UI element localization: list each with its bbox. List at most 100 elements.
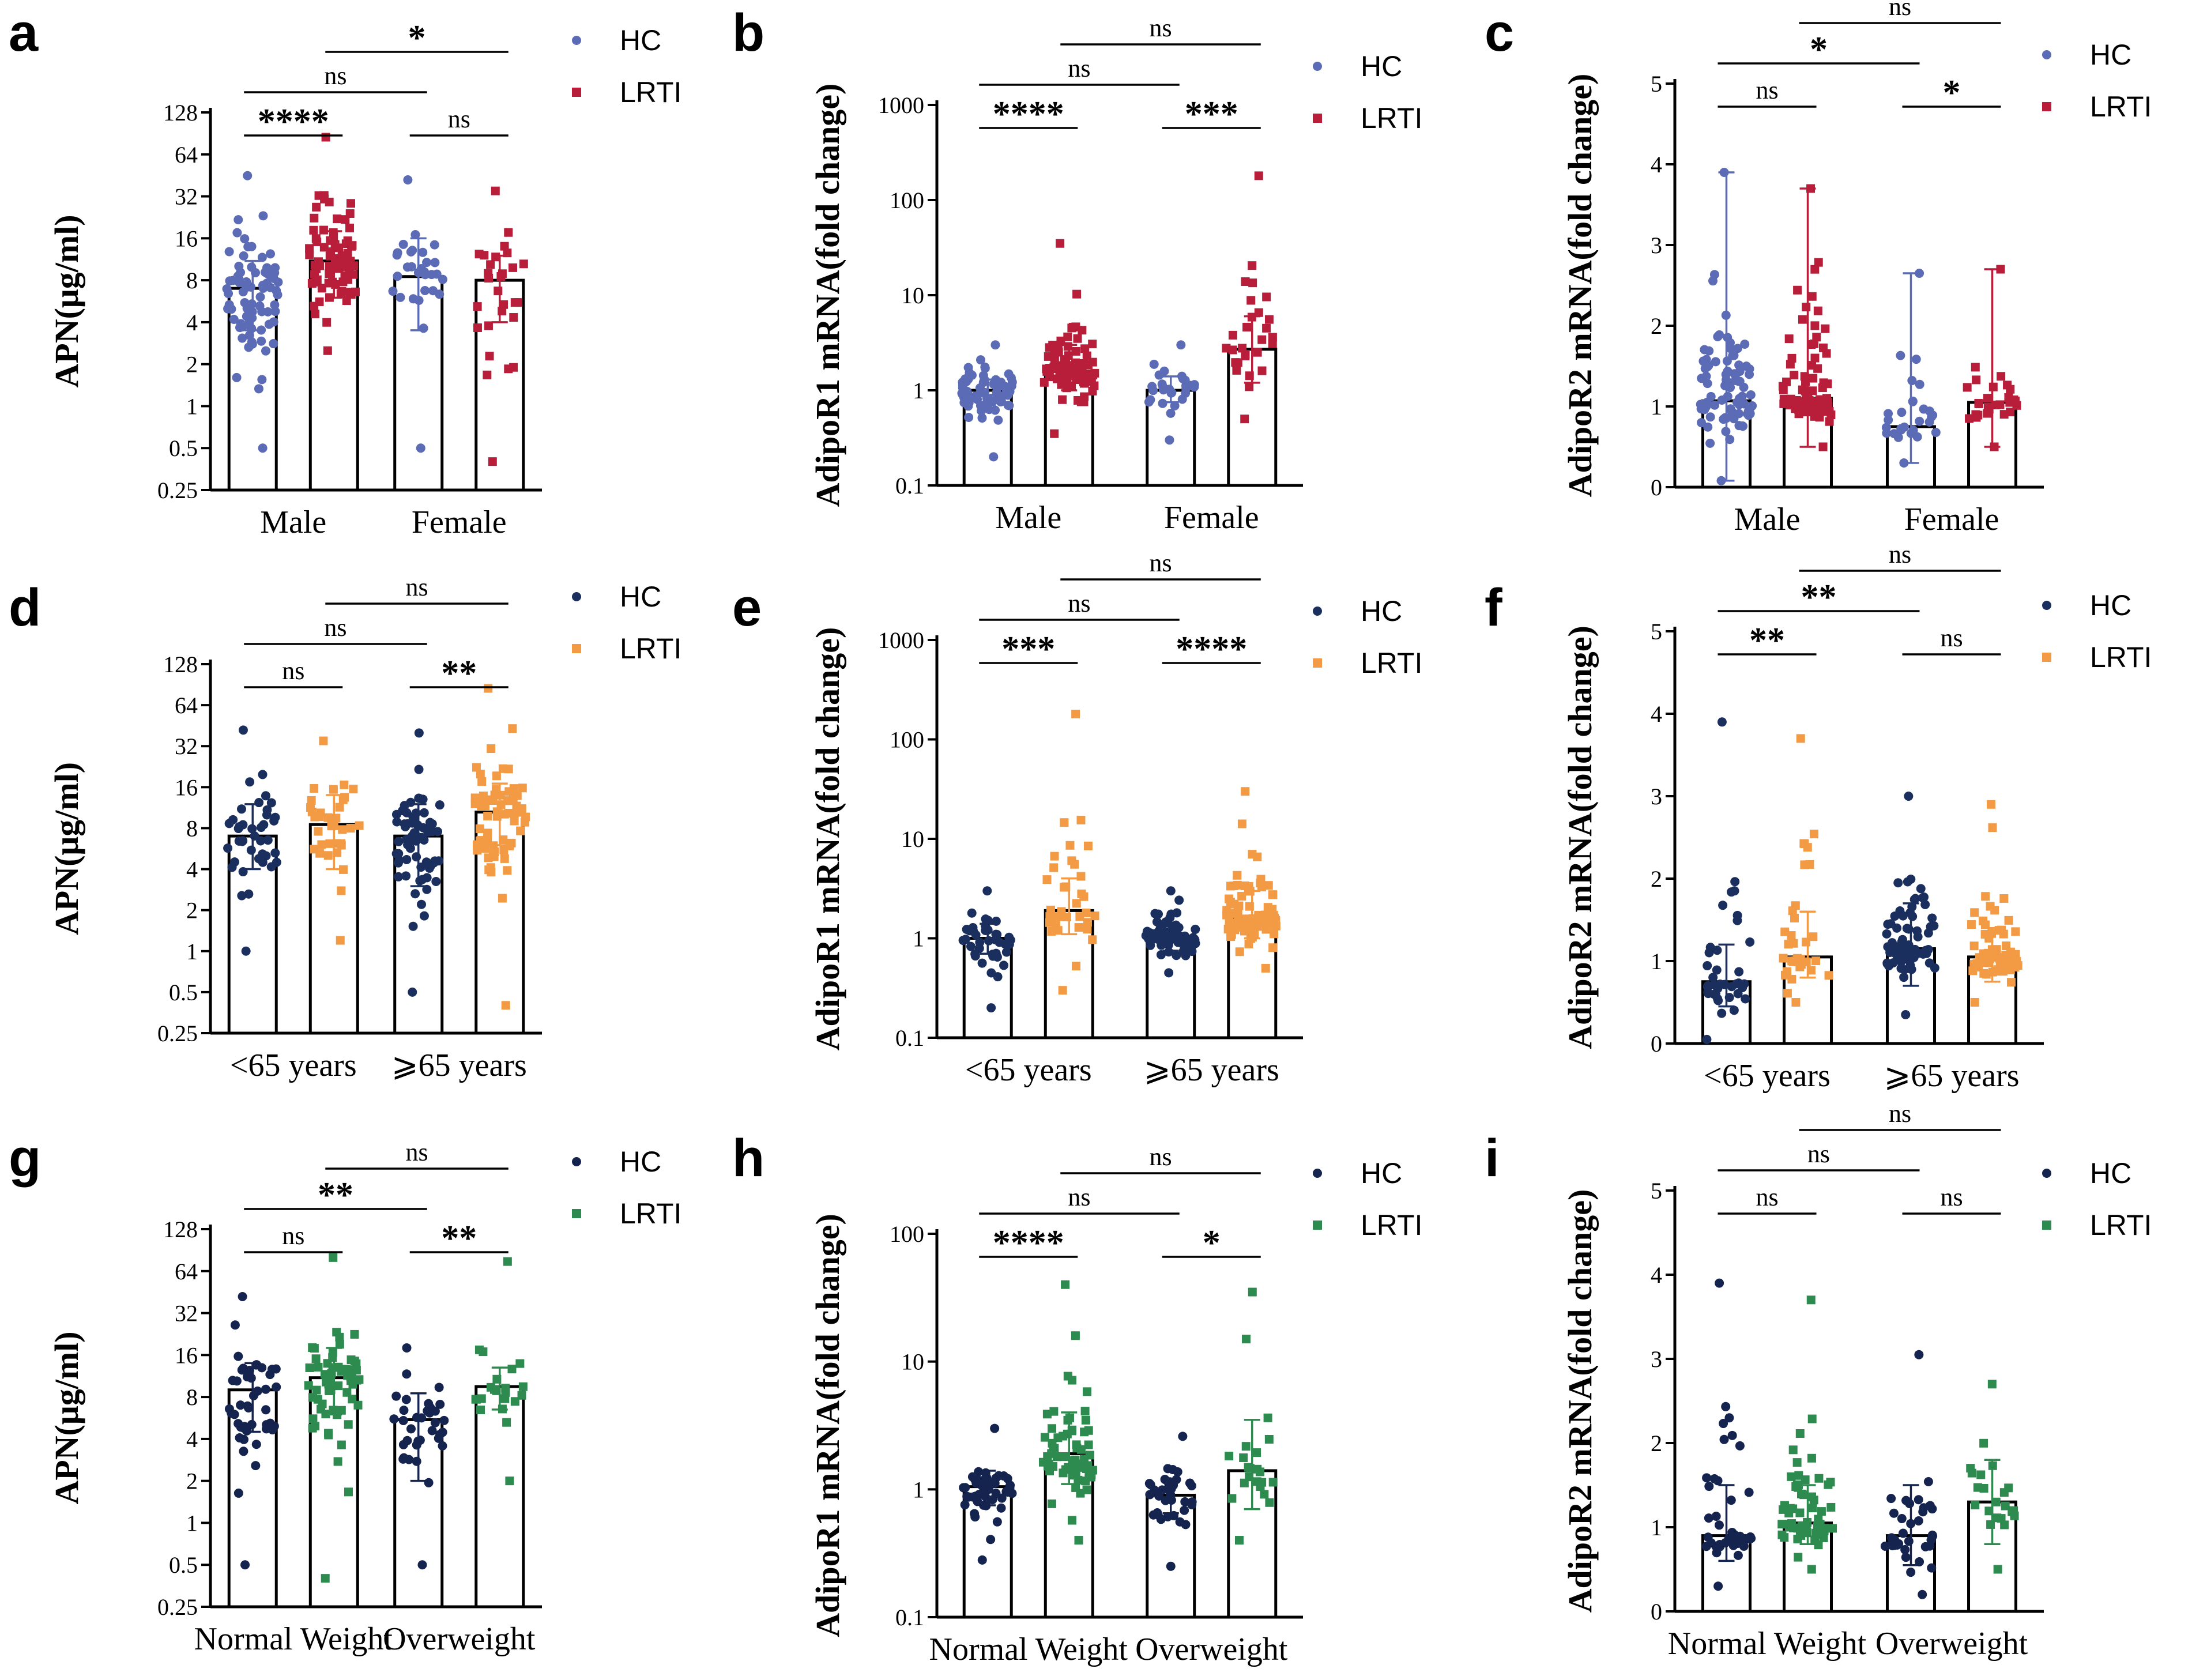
data-point-hc [240, 297, 250, 307]
data-point-lrti [345, 209, 355, 218]
y-tick-label: 32 [175, 733, 198, 759]
data-point-hc [1703, 361, 1712, 371]
data-point-hc [257, 325, 266, 335]
data-point-lrti [1087, 371, 1096, 380]
significance-label: ns [324, 613, 346, 642]
significance-label: ns [1889, 0, 1911, 21]
data-point-lrti [491, 253, 500, 262]
data-point-lrti [1783, 989, 1792, 998]
legend-label-lrti: LRTI [1361, 1209, 1422, 1241]
data-point-hc [1178, 1432, 1188, 1441]
y-tick-label: 8 [186, 1384, 198, 1410]
y-tick-label: 0.5 [169, 435, 198, 461]
data-point-lrti [1801, 1475, 1810, 1485]
significance-label: * [408, 18, 426, 58]
data-point-hc [1929, 921, 1939, 931]
data-point-hc [977, 413, 987, 423]
data-point-lrti [308, 1423, 317, 1433]
y-tick-label: 10 [901, 1349, 924, 1375]
data-point-lrti [1264, 881, 1273, 890]
y-tick-label: 64 [175, 1259, 198, 1285]
data-point-lrti [1083, 360, 1093, 369]
data-point-hc [1727, 1527, 1737, 1537]
data-point-hc [230, 857, 240, 867]
y-tick-label: 1 [186, 939, 198, 965]
data-point-lrti [501, 1384, 510, 1393]
data-point-lrti [1807, 1492, 1816, 1501]
data-point-hc [988, 1495, 997, 1505]
data-point-hc [1900, 1545, 1910, 1554]
data-point-lrti [1813, 364, 1822, 373]
data-point-lrti [1792, 1481, 1802, 1490]
data-point-lrti [1810, 1535, 1820, 1545]
data-point-lrti [1080, 1407, 1090, 1416]
data-point-lrti [1244, 939, 1253, 948]
data-point-hc [1706, 391, 1716, 401]
data-point-hc [1897, 408, 1907, 417]
data-point-hc [428, 286, 438, 296]
data-point-lrti [2004, 916, 2013, 925]
data-point-hc [1173, 1467, 1182, 1476]
y-tick-label: 4 [1651, 701, 1662, 727]
data-point-lrti [307, 796, 316, 805]
legend-label-hc: HC [1361, 595, 1402, 627]
data-point-hc [978, 371, 988, 381]
data-point-hc [1726, 1496, 1736, 1505]
legend-label-lrti: LRTI [620, 76, 681, 108]
data-point-lrti [1791, 956, 1801, 965]
data-point-hc [1915, 269, 1924, 278]
y-tick-label: 128 [163, 1216, 198, 1242]
data-point-hc [261, 1384, 270, 1394]
data-point-hc [1161, 1496, 1170, 1505]
data-point-lrti [1080, 1454, 1089, 1463]
data-point-lrti [507, 1365, 517, 1374]
data-point-lrti [333, 1457, 342, 1466]
data-point-lrti [1045, 1466, 1054, 1475]
data-point-hc [1701, 1542, 1711, 1551]
data-point-lrti [1975, 953, 1984, 962]
data-point-hc [971, 930, 981, 940]
legend-label-hc: HC [2090, 39, 2131, 71]
data-point-hc [1170, 401, 1180, 410]
legend-marker-lrti [2042, 102, 2051, 111]
data-point-lrti [479, 1347, 488, 1357]
data-point-hc [403, 840, 413, 850]
data-point-lrti [498, 894, 507, 903]
data-point-lrti [477, 777, 487, 786]
y-tick-label: 4 [186, 857, 198, 883]
data-point-hc [408, 921, 418, 931]
data-point-hc [1711, 357, 1720, 367]
data-point-lrti [1811, 404, 1820, 413]
data-point-hc [1733, 1550, 1743, 1560]
data-point-hc [273, 290, 283, 300]
data-point-hc [224, 247, 234, 257]
data-point-hc [233, 215, 243, 225]
data-point-hc [1172, 908, 1182, 918]
data-point-hc [266, 282, 276, 292]
data-point-lrti [325, 839, 334, 848]
data-point-lrti [1060, 883, 1069, 892]
data-point-hc [1920, 1542, 1930, 1551]
data-point-hc [1728, 351, 1738, 360]
data-point-hc [272, 1382, 281, 1392]
data-point-lrti [1999, 894, 2009, 903]
data-point-lrti [308, 1343, 317, 1352]
panel-letter: d [9, 578, 41, 637]
data-point-hc [1166, 408, 1176, 418]
data-point-lrti [1239, 1453, 1248, 1462]
data-point-hc [438, 274, 447, 284]
data-point-lrti [1083, 841, 1093, 850]
data-point-lrti [346, 1372, 356, 1381]
data-point-hc [959, 1483, 969, 1493]
data-point-hc [412, 1412, 422, 1422]
data-point-hc [1005, 935, 1015, 945]
data-point-hc [410, 230, 420, 240]
data-point-lrti [1790, 913, 1799, 922]
y-tick-label: 128 [163, 651, 198, 677]
significance-label: ** [1749, 621, 1785, 660]
data-point-hc [1911, 894, 1920, 903]
data-point-hc [431, 876, 441, 886]
data-point-lrti [1782, 377, 1791, 386]
data-point-lrti [1080, 1427, 1089, 1437]
data-point-hc [408, 987, 417, 997]
